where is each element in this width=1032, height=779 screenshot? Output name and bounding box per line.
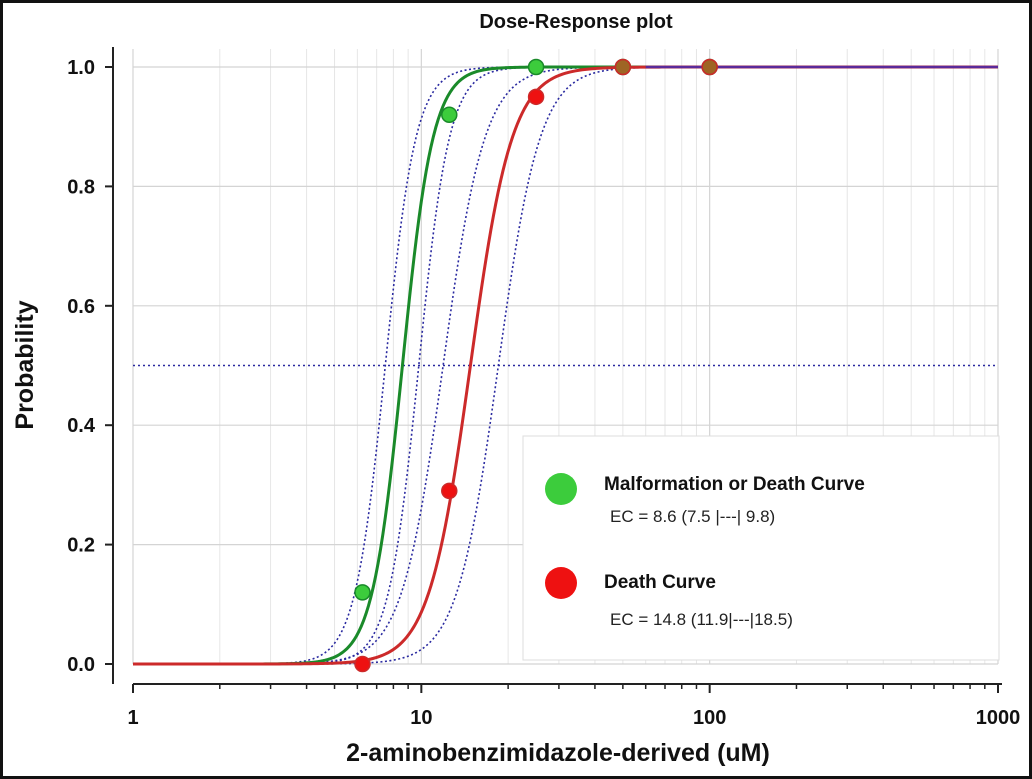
legend-label-death: Death Curve — [604, 572, 716, 593]
y-tick-label: 0.8 — [67, 176, 95, 198]
legend: Malformation or Death Curve EC = 8.6 (7.… — [522, 435, 1000, 661]
legend-marker-death — [545, 567, 577, 599]
y-tick-label: 0.4 — [67, 415, 96, 437]
data-point-series-0 — [527, 58, 545, 76]
data-point-series-0 — [441, 106, 458, 124]
x-axis-label: 2-aminobenzimidazole-derived (uM) — [346, 739, 770, 767]
x-tick-label: 1 — [127, 707, 138, 729]
data-point-series-1 — [614, 58, 632, 76]
y-axis-label: Probability — [11, 300, 39, 429]
legend-marker-malformation — [545, 473, 577, 505]
chart-title: Dose-Response plot — [479, 11, 673, 33]
data-point-series-1 — [354, 655, 371, 673]
legend-box — [522, 435, 1000, 661]
dose-response-chart: 0.0 0.2 0.4 0.6 0.8 1.0 1 10 100 1000 Dose-Respon… — [11, 11, 1020, 767]
x-tick-label: 1000 — [976, 707, 1021, 729]
ticks: 0.0 0.2 0.4 0.6 0.8 1.0 1 10 100 1000 — [67, 57, 1020, 729]
data-point-series-0 — [354, 584, 371, 601]
x-tick-label: 10 — [410, 707, 432, 729]
axes — [112, 47, 1002, 685]
y-tick-label: 0.6 — [67, 296, 95, 318]
y-tick-label: 0.0 — [67, 654, 95, 676]
legend-ec-malformation: EC = 8.6 (7.5 |---| 9.8) — [610, 507, 775, 526]
y-tick-label: 1.0 — [67, 57, 95, 79]
y-tick-label: 0.2 — [67, 535, 95, 557]
data-points — [354, 58, 718, 673]
data-point-series-1 — [527, 88, 545, 106]
legend-label-malformation: Malformation or Death Curve — [604, 474, 865, 495]
legend-ec-death: EC = 14.8 (11.9|---|18.5) — [610, 610, 793, 629]
data-point-series-1 — [441, 482, 458, 500]
data-point-series-1 — [701, 58, 718, 76]
chart-frame: 0.0 0.2 0.4 0.6 0.8 1.0 1 10 100 1000 Dose-Respon… — [3, 3, 1029, 776]
x-tick-label: 100 — [693, 707, 726, 729]
